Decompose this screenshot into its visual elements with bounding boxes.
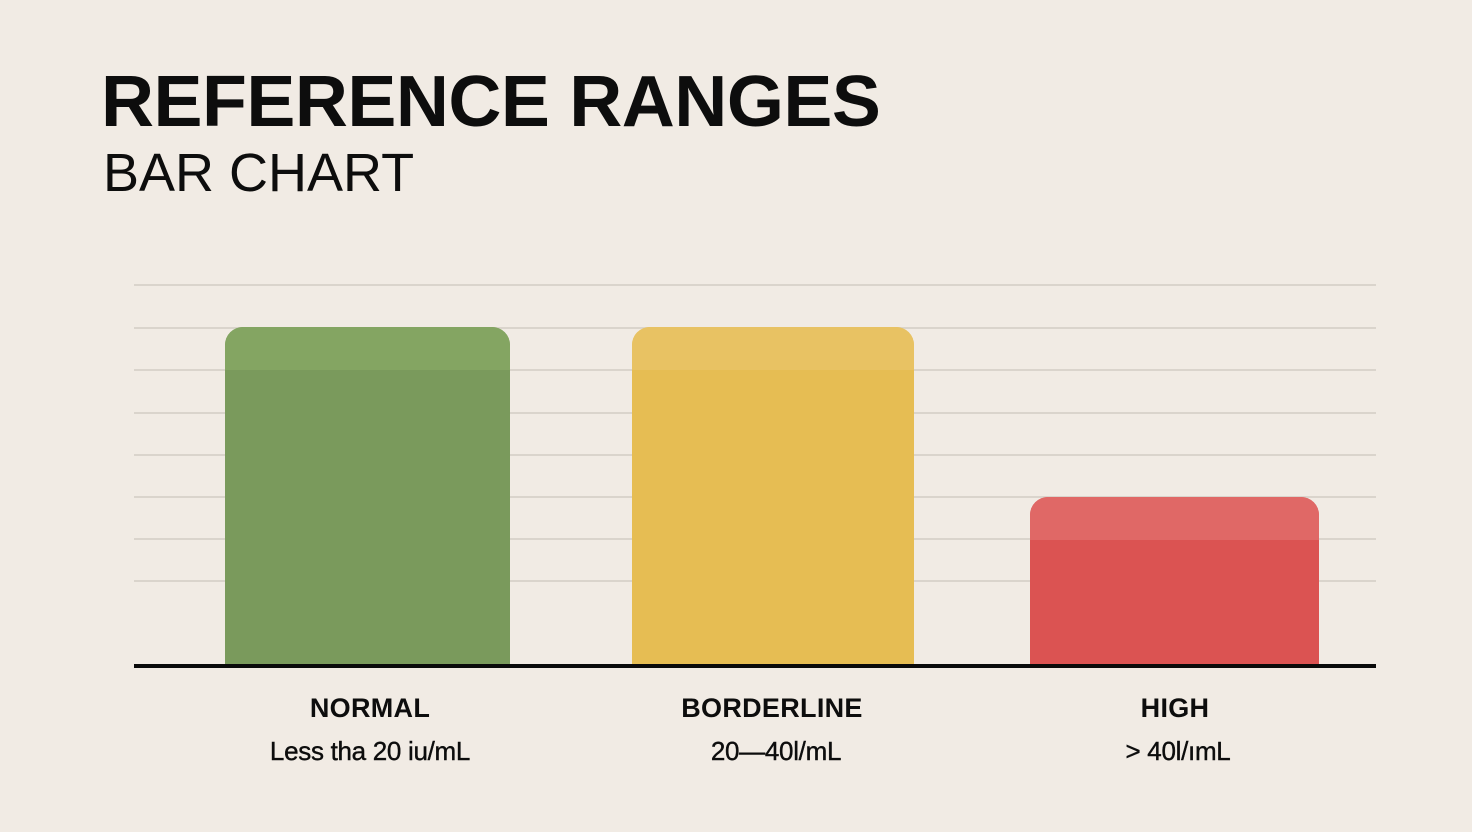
bar-highlight	[224, 327, 510, 370]
bar-highlight	[1029, 497, 1319, 540]
chart-subtitle: BAR CHART	[103, 143, 415, 203]
bar-highlight	[632, 327, 914, 370]
bar-normal	[224, 327, 510, 666]
category-label-normal: NORMAL	[309, 693, 431, 723]
category-label-borderline: BORDERLINE	[681, 693, 863, 723]
range-label-high: > 40l/ımL	[1125, 736, 1231, 766]
x-axis-baseline	[134, 664, 1376, 668]
range-label-borderline: 20—40l/mL	[710, 736, 842, 766]
chart-title: REFERENCE RANGES	[101, 62, 881, 142]
bar-high	[1029, 497, 1319, 666]
bar-borderline	[632, 327, 914, 666]
gridline	[134, 284, 1376, 286]
category-label-high: HIGH	[1140, 693, 1210, 723]
range-label-normal: Less tha 20 iu/mL	[269, 736, 471, 766]
